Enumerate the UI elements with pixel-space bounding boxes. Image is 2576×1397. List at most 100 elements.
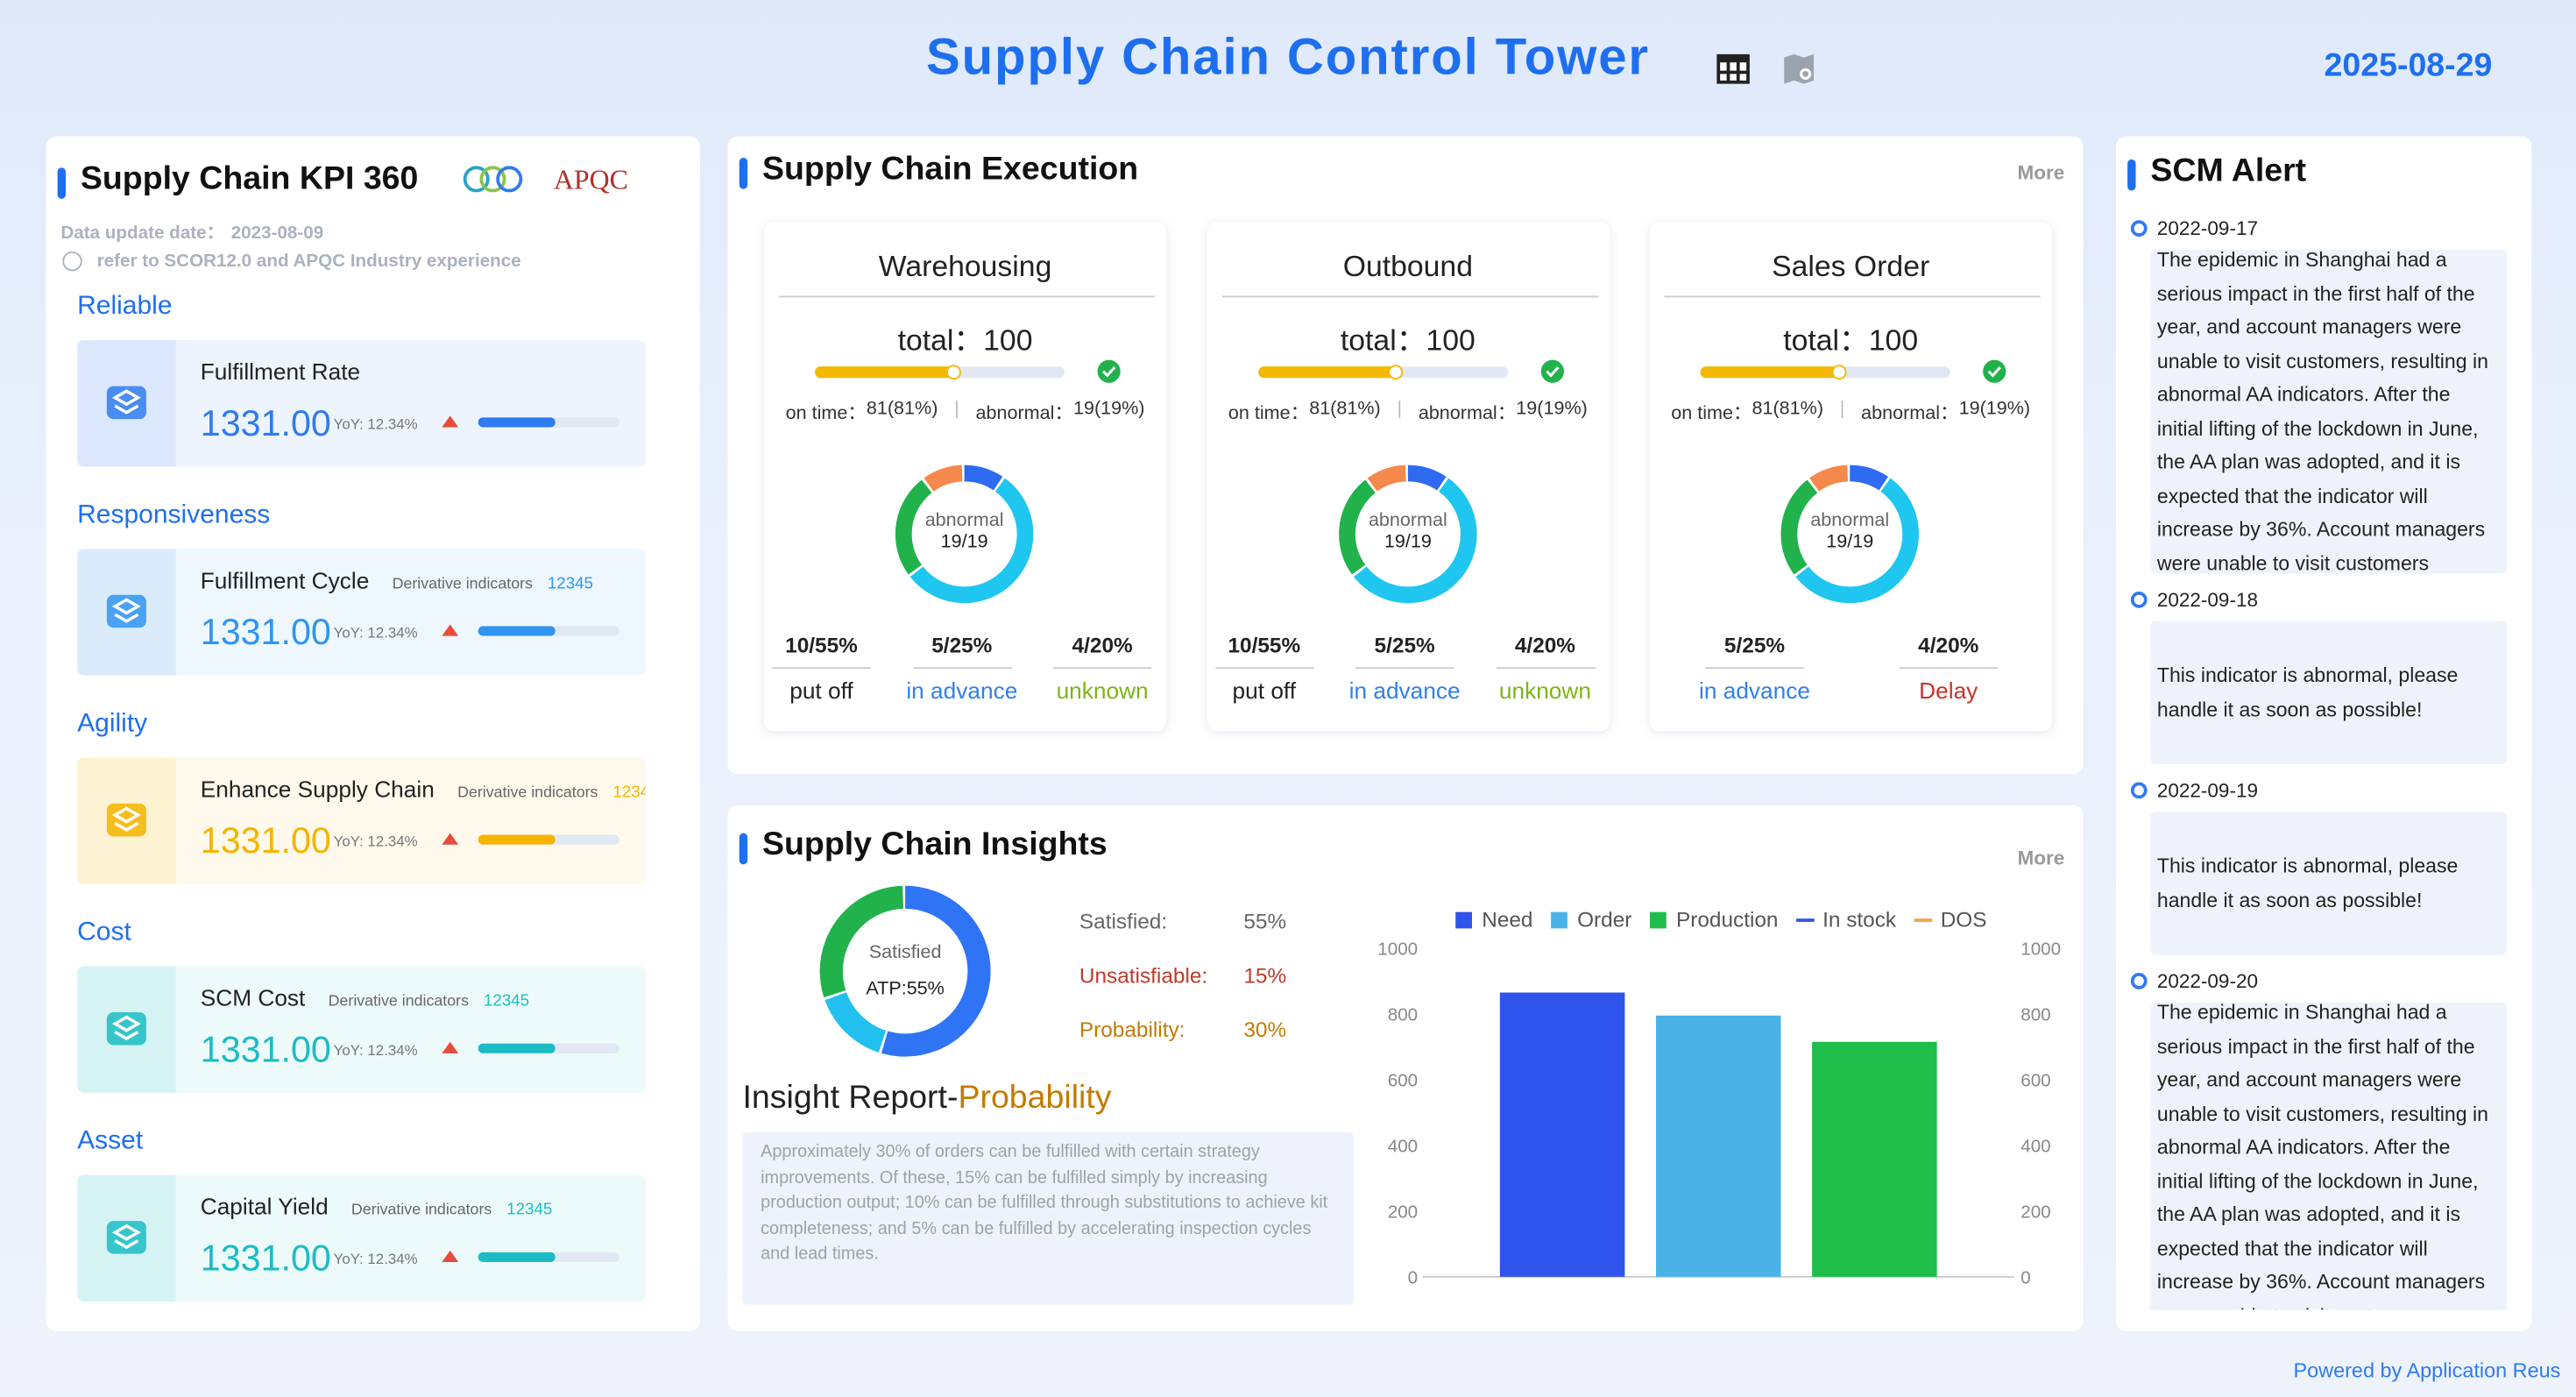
total-value: 100 [1426,323,1476,357]
stat-value: 5/25% [931,632,993,657]
legend-swatch [1650,911,1667,929]
alert-item: 2022-09-18 This indicator is abnormal, pl… [2116,584,2531,764]
donut-segment [819,885,991,1057]
card-title: Warehousing [878,250,1052,283]
y2-tick-label: 200 [2020,1202,2050,1222]
progress-knob [945,365,961,380]
kpi-value: 1331.00 [200,611,331,653]
map-view-icon[interactable] [1781,51,1817,87]
progress-fill [815,366,952,379]
up-arrow [442,415,459,428]
kpi-value: 1331.00 [200,1028,331,1070]
card-divider [778,295,1156,298]
donut-label: abnormal [925,508,1004,530]
kpi-icon-detail [111,598,141,623]
on-time-row: on time： 81(81%) | abnormal： 19(19%) [1207,400,1609,426]
alert-date-row: 2022-09-18 [2116,584,2531,617]
more-link[interactable]: More [2017,846,2065,869]
abnormal-value: 19(19%) [1072,399,1145,420]
kpi-panel: Supply Chain KPI 360 APQC Data update date… [46,136,700,1331]
progress-fill [1700,366,1838,379]
kpi-note: refer to SCOR12.0 and APQC Industry expe… [96,251,521,272]
progress-track [815,365,1065,380]
alert-date: 2022-09-18 [2156,588,2258,612]
alert-date: 2022-09-20 [2156,969,2258,993]
kpi-card: SCM Cost Derivative indicators 12345 1331.0… [77,966,646,1093]
title-accent [57,167,66,199]
progress-track [478,1252,619,1262]
donut-value: ATP:55% [866,976,944,998]
alert-text: The epidemic in Shanghai had a serious i… [2150,1002,2508,1310]
timeline-dot [2130,973,2148,989]
kpi-icon-detail [111,389,141,415]
kpi-icon-detail [111,1223,141,1250]
kpi-icon-block [77,1174,176,1301]
on-time-label: on time： [785,404,867,424]
y2-tick-label: 800 [2020,1004,2050,1025]
derivative-label: Derivative indicators [350,1201,492,1220]
abnormal-value: 19(19%) [1516,399,1588,420]
total-row: total：100 [764,317,1166,360]
alert-date-row: 2022-09-20 [2116,965,2531,998]
y-tick-label: 1000 [1377,939,1418,959]
alert-text: The epidemic in Shanghai had a serious i… [2150,250,2508,574]
progress-track [478,1043,619,1053]
derivative-label: Derivative indicators [392,575,533,593]
kpi-value: 1331.00 [200,402,331,444]
report-title-text: Insight Report- [742,1079,959,1117]
kpi-name: Capital Yield [200,1193,329,1220]
on-time-value: 81(81%) [1309,399,1381,420]
title-accent [739,158,748,189]
kpi-name: Enhance Supply Chain [200,776,435,802]
title-accent [739,833,748,865]
total-row: total：100 [1650,317,2052,360]
kpi-category: Cost [77,918,131,947]
total-label: total： [1340,323,1426,357]
legend-label: In stock [1822,909,1897,933]
bar [1812,1041,1937,1277]
stat-value: 10/55% [785,632,858,657]
update-date: 2023-08-09 [230,223,324,244]
up-arrow [442,833,459,845]
kpi-name-row: SCM Cost Derivative indicators 12345 [201,984,529,1011]
timeline-dot [2130,592,2148,608]
y2-tick-label: 600 [2020,1070,2050,1090]
abnormal-label: abnormal： [1418,404,1517,424]
separator: | [1839,399,1845,420]
legend-label: Need [1482,909,1532,933]
kpi-yoy: YoY: 12.34% [333,833,418,850]
update-label: Data update date： [60,223,225,244]
derivative-value: 12345 [547,575,593,593]
kpi-icon-block [77,340,176,467]
table-view-icon[interactable] [1716,51,1752,87]
donut-segment [895,464,1034,604]
alert-date-row: 2022-09-19 [2116,774,2531,807]
alert-item: 2022-09-17 The epidemic in Shanghai had a… [2116,212,2531,574]
donut-segment [1338,464,1476,604]
stat-value: 5/25% [1374,632,1435,657]
stat-value: 4/20% [1918,632,1979,657]
on-time-row: on time： 81(81%) | abnormal： 19(19%) [764,400,1166,426]
kpi-icon-block [77,966,176,1093]
donut-label: Satisfied [869,940,942,962]
insight-stat-value: 15% [1243,962,1287,988]
card-title: Sales Order [1772,250,1930,283]
stat-divider [1052,667,1152,670]
donut-value: 19/19 [941,529,988,551]
alert-panel: SCM Alert 2022-09-17 The epidemic in Shang… [2116,136,2532,1331]
timeline-dot [2130,782,2148,799]
progress-fill [1257,366,1396,379]
stat-divider [1496,667,1595,670]
bar-chart: 0 200 400 600 800 1000 0 200 400 600 800 1000 Need Or… [1377,909,2061,1288]
progress-fill [478,626,556,636]
update-line: Data update date： 2023-08-09 [60,218,323,245]
progress-fill [478,834,556,845]
progress-knob [1388,365,1404,380]
progress-fill [478,1252,556,1262]
logo-ring [479,166,506,193]
kpi-yoy: YoY: 12.34% [333,624,418,642]
more-link[interactable]: More [2017,160,2065,184]
total-label: total： [897,323,984,357]
